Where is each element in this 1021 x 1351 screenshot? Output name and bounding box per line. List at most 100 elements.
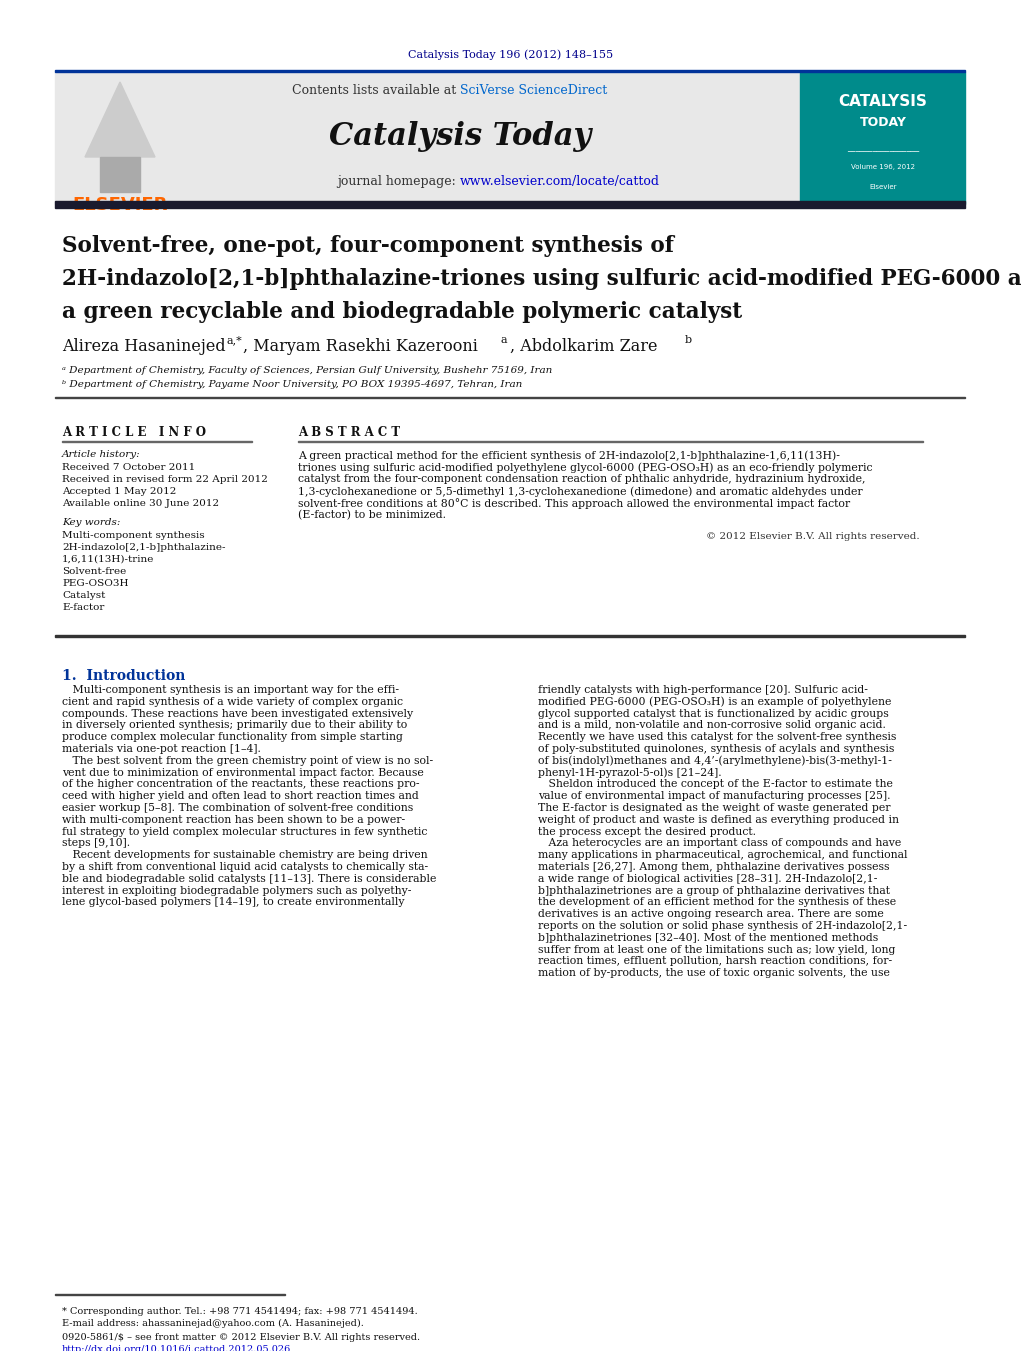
Text: Catalysis Today: Catalysis Today — [329, 122, 591, 153]
Text: Catalyst: Catalyst — [62, 590, 105, 600]
Bar — [55, 201, 965, 208]
Text: , Abdolkarim Zare: , Abdolkarim Zare — [510, 338, 658, 355]
Text: materials [26,27]. Among them, phthalazine derivatives possess: materials [26,27]. Among them, phthalazi… — [538, 862, 889, 871]
Text: Article history:: Article history: — [62, 450, 141, 459]
Text: reaction times, effluent pollution, harsh reaction conditions, for-: reaction times, effluent pollution, hars… — [538, 957, 892, 966]
Text: SciVerse ScienceDirect: SciVerse ScienceDirect — [460, 84, 607, 96]
Text: modified PEG-6000 (PEG-OSO₃H) is an example of polyethylene: modified PEG-6000 (PEG-OSO₃H) is an exam… — [538, 697, 891, 708]
Text: suffer from at least one of the limitations such as; low yield, long: suffer from at least one of the limitati… — [538, 944, 895, 955]
Text: many applications in pharmaceutical, agrochemical, and functional: many applications in pharmaceutical, agr… — [538, 850, 908, 861]
Text: Elsevier: Elsevier — [869, 184, 896, 190]
Text: Catalysis Today 196 (2012) 148–155: Catalysis Today 196 (2012) 148–155 — [408, 50, 614, 61]
Text: 2H-indazolo[2,1-​b]phthalazine-triones using sulfuric acid-modified PEG-6000 as: 2H-indazolo[2,1-​b]phthalazine-triones u… — [62, 267, 1021, 290]
Text: ─────────────────: ───────────────── — [846, 149, 919, 155]
Text: solvent-free conditions at 80°C is described. This approach allowed the environm: solvent-free conditions at 80°C is descr… — [298, 499, 850, 509]
Polygon shape — [100, 157, 140, 192]
Text: Solvent-free, one-pot, four-component synthesis of: Solvent-free, one-pot, four-component sy… — [62, 235, 674, 257]
Text: of bis(indolyl)methanes and 4,4’-(arylmethylene)-bis(3-methyl-1-: of bis(indolyl)methanes and 4,4’-(arylme… — [538, 755, 892, 766]
Text: CATALYSIS: CATALYSIS — [838, 95, 927, 109]
Text: The E-factor is designated as the weight of waste generated per: The E-factor is designated as the weight… — [538, 802, 890, 813]
Bar — [55, 396, 965, 399]
Text: ᵇ Department of Chemistry, Payame Noor University, PO BOX 19395-4697, Tehran, Ir: ᵇ Department of Chemistry, Payame Noor U… — [62, 380, 523, 389]
Text: ful strategy to yield complex molecular structures in few synthetic: ful strategy to yield complex molecular … — [62, 827, 428, 836]
Text: ceed with higher yield and often lead to short reaction times and: ceed with higher yield and often lead to… — [62, 792, 419, 801]
Text: Multi-component synthesis is an important way for the effi-: Multi-component synthesis is an importan… — [62, 685, 399, 694]
Text: produce complex molecular functionality from simple starting: produce complex molecular functionality … — [62, 732, 403, 742]
Text: © 2012 Elsevier B.V. All rights reserved.: © 2012 Elsevier B.V. All rights reserved… — [707, 532, 920, 540]
Text: a,*: a,* — [226, 335, 242, 345]
Text: phenyl-1H-pyrazol-5-ol)s [21–24].: phenyl-1H-pyrazol-5-ol)s [21–24]. — [538, 767, 722, 778]
Text: Available online 30 June 2012: Available online 30 June 2012 — [62, 499, 220, 508]
Text: of poly-substituted quinolones, synthesis of acylals and synthesis: of poly-substituted quinolones, synthesi… — [538, 744, 894, 754]
Text: b]phthalazinetriones are a group of phthalazine derivatives that: b]phthalazinetriones are a group of phth… — [538, 886, 890, 896]
Text: a: a — [500, 335, 506, 345]
Text: a wide range of biological activities [28–31]. 2H-Indazolo[2,1-: a wide range of biological activities [2… — [538, 874, 877, 884]
Text: Alireza Hasaninejed: Alireza Hasaninejed — [62, 338, 226, 355]
Text: Volume 196, 2012: Volume 196, 2012 — [850, 163, 915, 170]
Polygon shape — [85, 82, 155, 157]
Text: www.elsevier.com/locate/cattod: www.elsevier.com/locate/cattod — [460, 176, 660, 189]
Text: ELSEVIER: ELSEVIER — [72, 196, 167, 213]
Text: lene glycol-based polymers [14–19], to create environmentally: lene glycol-based polymers [14–19], to c… — [62, 897, 404, 908]
Text: (E-factor) to be minimized.: (E-factor) to be minimized. — [298, 509, 446, 520]
Text: b: b — [685, 335, 692, 345]
Text: Multi-component synthesis: Multi-component synthesis — [62, 531, 204, 540]
Text: easier workup [5–8]. The combination of solvent-free conditions: easier workup [5–8]. The combination of … — [62, 802, 414, 813]
Text: journal homepage:: journal homepage: — [337, 176, 460, 189]
Text: reports on the solution or solid phase synthesis of 2H-indazolo[2,1-: reports on the solution or solid phase s… — [538, 921, 907, 931]
Text: , Maryam Rasekhi Kazerooni: , Maryam Rasekhi Kazerooni — [243, 338, 478, 355]
Bar — [55, 635, 965, 638]
Text: vent due to minimization of environmental impact factor. Because: vent due to minimization of environmenta… — [62, 767, 424, 778]
Text: 2H-indazolo[2,1-b]phthalazine-: 2H-indazolo[2,1-b]phthalazine- — [62, 543, 226, 553]
Text: friendly catalysts with high-performance [20]. Sulfuric acid-: friendly catalysts with high-performance… — [538, 685, 868, 694]
Text: Received 7 October 2011: Received 7 October 2011 — [62, 463, 195, 471]
Text: Recent developments for sustainable chemistry are being driven: Recent developments for sustainable chem… — [62, 850, 428, 861]
Text: Aza heterocycles are an important class of compounds and have: Aza heterocycles are an important class … — [538, 839, 902, 848]
Text: PEG-OSO3H: PEG-OSO3H — [62, 580, 129, 588]
Text: 1.  Introduction: 1. Introduction — [62, 669, 186, 684]
Text: compounds. These reactions have been investigated extensively: compounds. These reactions have been inv… — [62, 709, 414, 719]
Text: steps [9,10].: steps [9,10]. — [62, 839, 130, 848]
Bar — [800, 72, 965, 204]
Text: 1,3-cyclohexanedione or 5,5-dimethyl 1,3-cyclohexanedione (dimedone) and aromati: 1,3-cyclohexanedione or 5,5-dimethyl 1,3… — [298, 486, 863, 497]
Text: weight of product and waste is defined as everything produced in: weight of product and waste is defined a… — [538, 815, 900, 825]
Text: 0920-5861/$ – see front matter © 2012 Elsevier B.V. All rights reserved.: 0920-5861/$ – see front matter © 2012 El… — [62, 1333, 420, 1342]
Text: E-mail address: ahassaninejad@yahoo.com (A. Hasaninejed).: E-mail address: ahassaninejad@yahoo.com … — [62, 1319, 363, 1328]
Bar — [55, 72, 800, 204]
Text: 1,6,11(13H)-trine: 1,6,11(13H)-trine — [62, 555, 154, 563]
Text: interest in exploiting biodegradable polymers such as polyethy-: interest in exploiting biodegradable pol… — [62, 886, 411, 896]
Text: A B S T R A C T: A B S T R A C T — [298, 426, 400, 439]
Text: Contents lists available at: Contents lists available at — [292, 84, 460, 96]
Text: derivatives is an active ongoing research area. There are some: derivatives is an active ongoing researc… — [538, 909, 884, 919]
Text: and is a mild, non-volatile and non-corrosive solid organic acid.: and is a mild, non-volatile and non-corr… — [538, 720, 886, 731]
Text: value of environmental impact of manufacturing processes [25].: value of environmental impact of manufac… — [538, 792, 890, 801]
Text: ble and biodegradable solid catalysts [11–13]. There is considerable: ble and biodegradable solid catalysts [1… — [62, 874, 436, 884]
Text: in diversely oriented synthesis; primarily due to their ability to: in diversely oriented synthesis; primari… — [62, 720, 407, 731]
Text: Solvent-free: Solvent-free — [62, 567, 127, 576]
Text: Key words:: Key words: — [62, 517, 120, 527]
Bar — [55, 69, 965, 72]
Text: The best solvent from the green chemistry point of view is no sol-: The best solvent from the green chemistr… — [62, 755, 433, 766]
Text: Sheldon introduced the concept of the E-factor to estimate the: Sheldon introduced the concept of the E-… — [538, 780, 893, 789]
Text: A R T I C L E   I N F O: A R T I C L E I N F O — [62, 426, 206, 439]
Text: catalyst from the four-component condensation reaction of phthalic anhydride, hy: catalyst from the four-component condens… — [298, 474, 866, 484]
Text: the process except the desired product.: the process except the desired product. — [538, 827, 756, 836]
Text: of the higher concentration of the reactants, these reactions pro-: of the higher concentration of the react… — [62, 780, 420, 789]
Text: mation of by-products, the use of toxic organic solvents, the use: mation of by-products, the use of toxic … — [538, 969, 890, 978]
Text: b]phthalazinetriones [32–40]. Most of the mentioned methods: b]phthalazinetriones [32–40]. Most of th… — [538, 932, 878, 943]
Text: TODAY: TODAY — [860, 115, 907, 128]
Text: triones using sulfuric acid-modified polyethylene glycol-6000 (PEG-OSO₃H) as an : triones using sulfuric acid-modified pol… — [298, 462, 873, 473]
Text: E-factor: E-factor — [62, 603, 104, 612]
Text: http://dx.doi.org/10.1016/j.cattod.2012.05.026: http://dx.doi.org/10.1016/j.cattod.2012.… — [62, 1346, 291, 1351]
Text: Recently we have used this catalyst for the solvent-free synthesis: Recently we have used this catalyst for … — [538, 732, 896, 742]
Text: materials via one-pot reaction [1–4].: materials via one-pot reaction [1–4]. — [62, 744, 261, 754]
Text: A green practical method for the efficient synthesis of 2H-indazolo[2,1-b]phthal: A green practical method for the efficie… — [298, 450, 840, 461]
Text: by a shift from conventional liquid acid catalysts to chemically sta-: by a shift from conventional liquid acid… — [62, 862, 428, 871]
Text: cient and rapid synthesis of a wide variety of complex organic: cient and rapid synthesis of a wide vari… — [62, 697, 403, 707]
Text: ᵃ Department of Chemistry, Faculty of Sciences, Persian Gulf University, Bushehr: ᵃ Department of Chemistry, Faculty of Sc… — [62, 366, 552, 376]
Text: Received in revised form 22 April 2012: Received in revised form 22 April 2012 — [62, 476, 268, 484]
Text: Accepted 1 May 2012: Accepted 1 May 2012 — [62, 486, 177, 496]
Text: the development of an efficient method for the synthesis of these: the development of an efficient method f… — [538, 897, 896, 908]
Text: a green recyclable and biodegradable polymeric catalyst: a green recyclable and biodegradable pol… — [62, 301, 742, 323]
Text: * Corresponding author. Tel.: +98 771 4541494; fax: +98 771 4541494.: * Corresponding author. Tel.: +98 771 45… — [62, 1306, 418, 1316]
